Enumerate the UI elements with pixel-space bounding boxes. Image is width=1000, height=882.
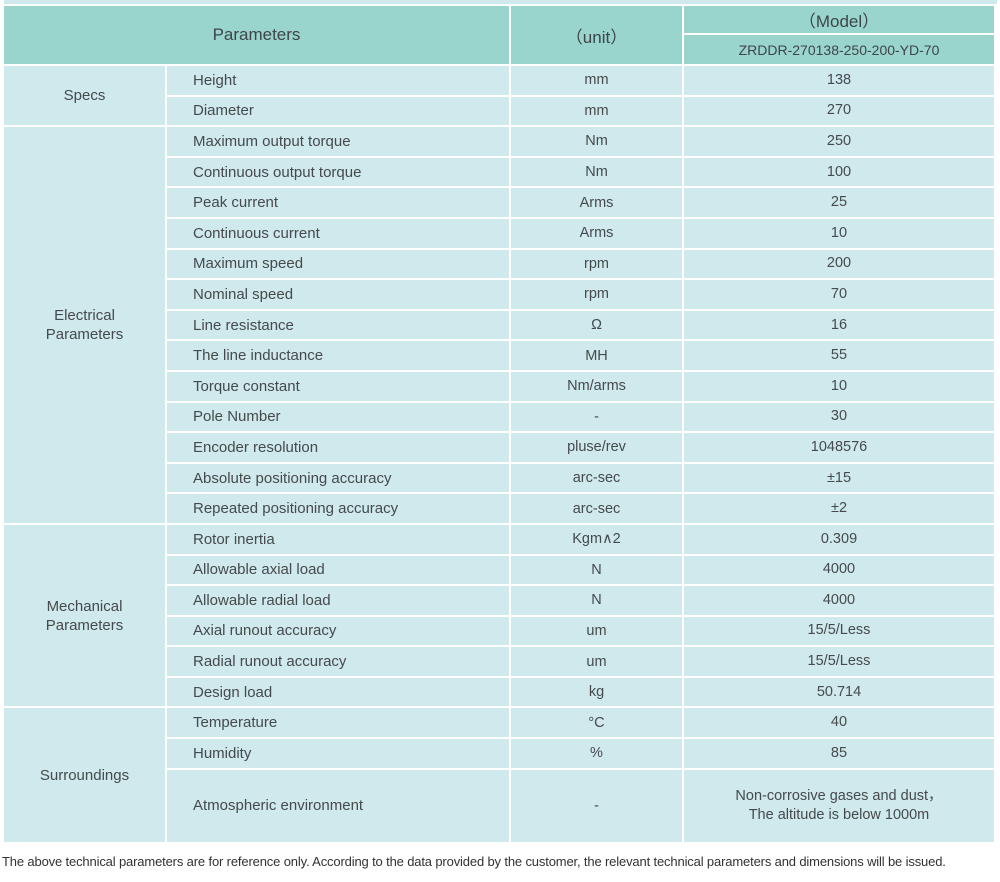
unit-cell: MH [511,341,682,370]
unit-cell: mm [511,96,682,126]
param-name-cell: Design load [167,677,509,707]
param-name-cell: Continuous current [167,218,509,248]
param-name-cell: Nominal speed [167,280,509,309]
group-cell-mechanical: Mechanical Parameters [4,524,165,707]
unit-cell: Nm [511,127,682,156]
table-body: Specs Height mm 138 Diameter mm 270 Elec… [4,66,997,842]
param-name-cell: Atmospheric environment [167,769,509,842]
value-cell: 138 [684,66,994,95]
value-cell: ±2 [684,494,994,523]
value-cell: 10 [684,218,994,248]
value-cell: 30 [684,402,994,432]
value-cell: 85 [684,739,994,768]
header-parameters: Parameters [4,6,509,64]
value-cell: ±15 [684,463,994,493]
param-name-cell: Diameter [167,96,509,126]
unit-cell: N [511,555,682,585]
unit-cell: Kgm∧2 [511,524,682,554]
value-cell: Non-corrosive gases and dust， The altitu… [684,769,994,842]
unit-cell: rpm [511,249,682,279]
value-cell: 4000 [684,586,994,615]
param-name-cell: Maximum output torque [167,127,509,156]
value-cell: 0.309 [684,524,994,554]
value-cell: 250 [684,127,994,156]
value-cell: 15/5/Less [684,616,994,646]
group-cell-electrical: Electrical Parameters [4,127,165,523]
param-name-cell: Repeated positioning accuracy [167,494,509,523]
unit-cell: N [511,586,682,615]
top-accent-strip [4,0,997,4]
value-cell: 100 [684,157,994,187]
param-name-cell: Humidity [167,739,509,768]
param-name-cell: The line inductance [167,341,509,370]
param-name-cell: Temperature [167,708,509,738]
unit-cell: Nm [511,157,682,187]
param-name-cell: Height [167,66,509,95]
unit-cell: Arms [511,218,682,248]
param-name-cell: Pole Number [167,402,509,432]
param-name-cell: Maximum speed [167,249,509,279]
header-model-number: ZRDDR-270138-250-200-YD-70 [684,35,994,64]
footer-note: The above technical parameters are for r… [2,853,946,869]
unit-cell: Nm/arms [511,371,682,401]
value-cell: 4000 [684,555,994,585]
group-cell-specs: Specs [4,66,165,126]
unit-cell: pluse/rev [511,433,682,462]
unit-cell: um [511,647,682,676]
value-cell: 15/5/Less [684,647,994,676]
unit-cell: kg [511,677,682,707]
param-name-cell: Allowable axial load [167,555,509,585]
value-cell: 1048576 [684,433,994,462]
value-cell: 270 [684,96,994,126]
param-name-cell: Encoder resolution [167,433,509,462]
param-name-cell: Line resistance [167,310,509,340]
unit-cell: °C [511,708,682,738]
unit-cell: mm [511,66,682,95]
value-cell: 70 [684,280,994,309]
header-model: （Model） [684,6,994,33]
unit-cell: arc-sec [511,494,682,523]
param-name-cell: Axial runout accuracy [167,616,509,646]
unit-cell: arc-sec [511,463,682,493]
unit-cell: % [511,739,682,768]
param-name-cell: Peak current [167,188,509,217]
value-cell: 16 [684,310,994,340]
unit-cell: - [511,402,682,432]
value-cell: 40 [684,708,994,738]
param-name-cell: Torque constant [167,371,509,401]
group-cell-surroundings: Surroundings [4,708,165,842]
param-name-cell: Rotor inertia [167,524,509,554]
table-header: Parameters （unit） （Model） ZRDDR-270138-2… [4,6,997,64]
param-name-cell: Absolute positioning accuracy [167,463,509,493]
unit-cell: Ω [511,310,682,340]
unit-cell: rpm [511,280,682,309]
param-name-cell: Allowable radial load [167,586,509,615]
header-unit: （unit） [511,6,682,64]
unit-cell: - [511,769,682,842]
param-name-cell: Radial runout accuracy [167,647,509,676]
value-cell: 50.714 [684,677,994,707]
value-cell: 200 [684,249,994,279]
unit-cell: um [511,616,682,646]
value-cell: 25 [684,188,994,217]
value-cell: 55 [684,341,994,370]
unit-cell: Arms [511,188,682,217]
param-name-cell: Continuous output torque [167,157,509,187]
value-cell: 10 [684,371,994,401]
